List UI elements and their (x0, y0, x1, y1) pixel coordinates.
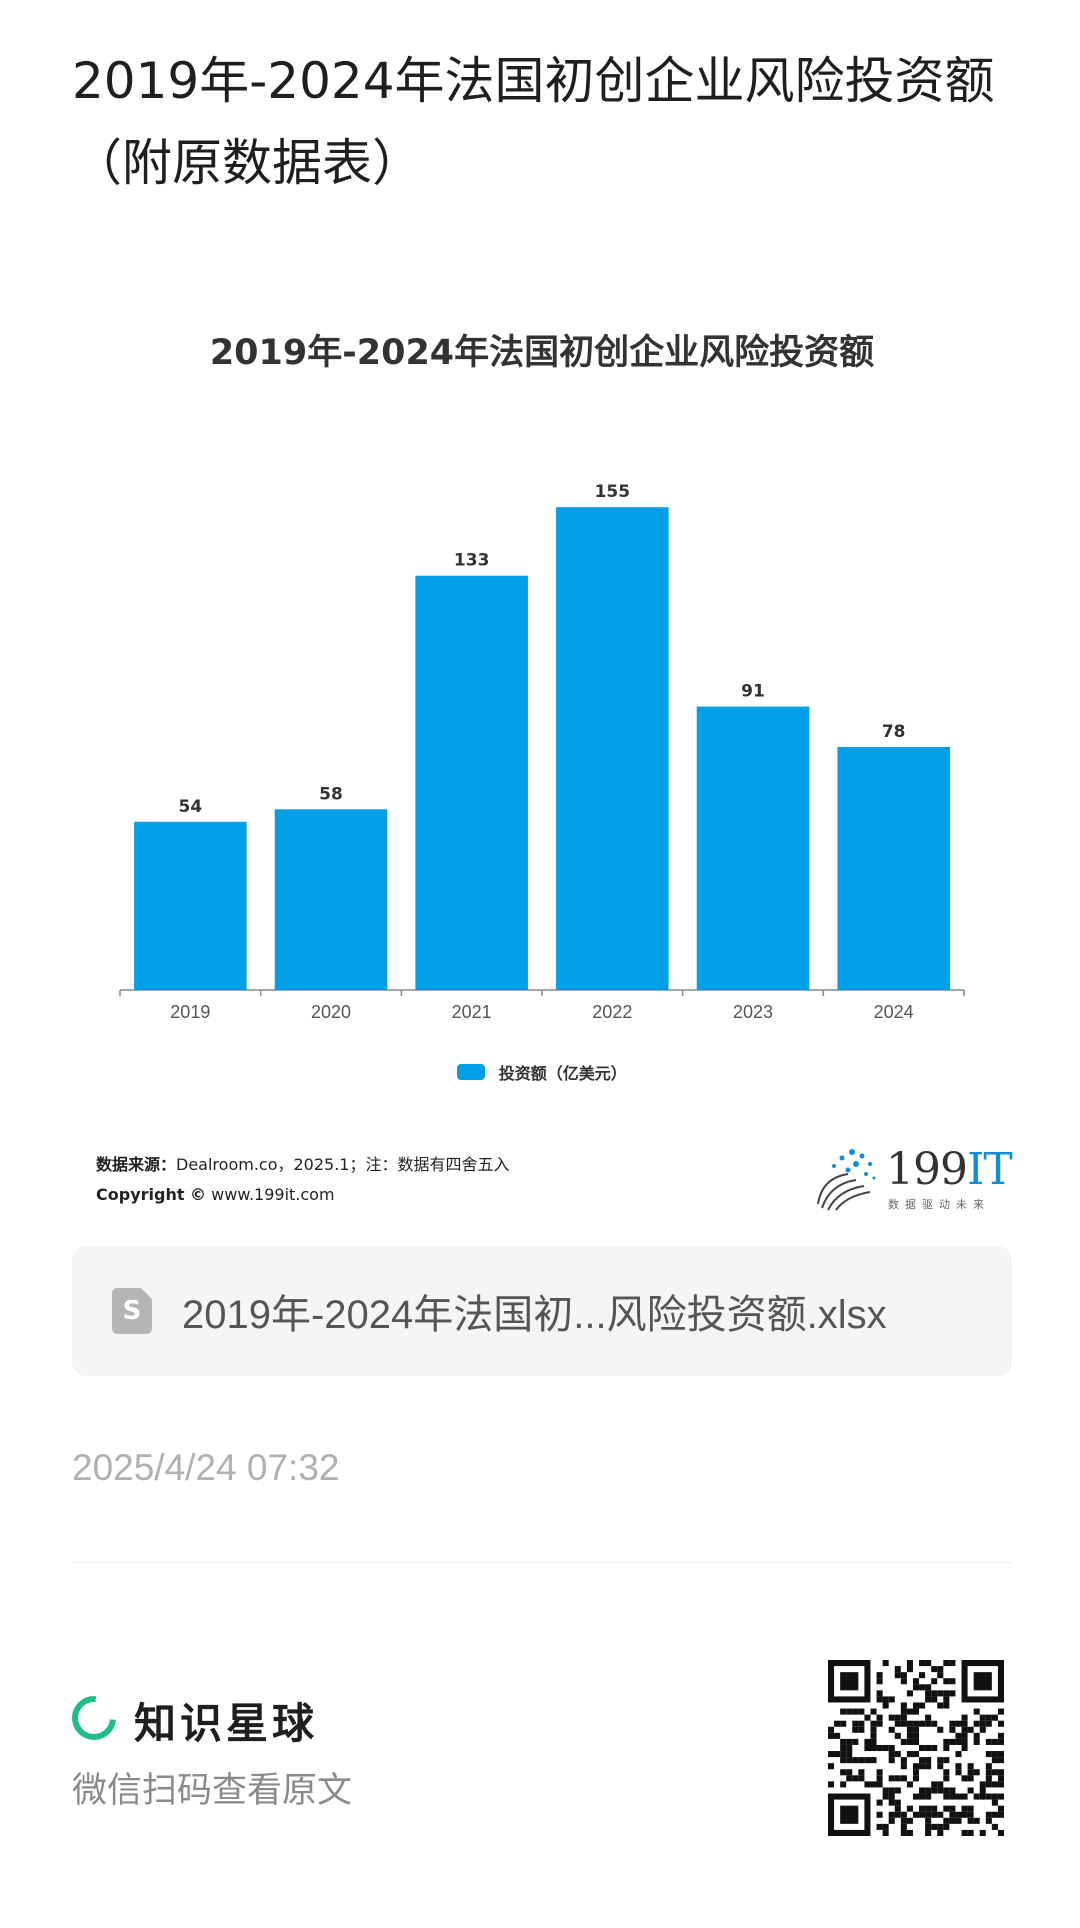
bar-2023 (696, 706, 810, 990)
data-label-2021: 133 (454, 551, 490, 571)
brand-name: 知识星球 (134, 1699, 319, 1748)
logo-tagline: 数据驱动未来 (888, 1198, 990, 1211)
bar-2020 (274, 809, 388, 990)
bar-2019 (134, 821, 247, 990)
chart-legend: 投资额（亿美元） (72, 1060, 1012, 1084)
legend-label: 投资额（亿美元） (498, 1064, 627, 1083)
zsxq-ring-icon (63, 1687, 125, 1749)
divider (72, 1562, 1012, 1563)
dots-logo-icon (817, 1149, 876, 1211)
attachment-file-card[interactable]: S 2019年-2024年法国初...风险投资额.xlsx (72, 1246, 1012, 1376)
attachment-file-name: 2019年-2024年法国初...风险投资额.xlsx (182, 1293, 887, 1337)
chart-title: 2019年-2024年法国初创企业风险投资额 (209, 333, 875, 373)
199it-logo: 199IT 数据驱动未来 (812, 1138, 1013, 1218)
copyright-label: Copyright © (96, 1185, 207, 1204)
data-label-2020: 58 (319, 784, 343, 804)
data-label-2024: 78 (882, 722, 906, 742)
post-timestamp: 2025/4/24 07:32 (72, 1447, 340, 1488)
data-label-2022: 155 (595, 482, 631, 502)
x-tick-label-2024: 2024 (874, 1002, 914, 1022)
logo-wordmark: 199IT (886, 1144, 1013, 1195)
x-tick-label-2020: 2020 (311, 1002, 351, 1022)
copyright-text: www.199it.com (211, 1185, 335, 1204)
x-tick-label-2023: 2023 (733, 1002, 773, 1022)
bar-2024 (837, 747, 950, 990)
data-label-2019: 54 (178, 797, 202, 817)
source-label: 数据来源： (96, 1155, 177, 1174)
scan-hint: 微信扫码查看原文 (72, 1771, 353, 1811)
chart-card: 2019年-2024年法国初创企业风险投资额 54 2019 58 2020 133 20… (72, 300, 1013, 1240)
data-label-2023: 91 (741, 682, 765, 702)
x-tick-label-2019: 2019 (170, 1002, 210, 1022)
bar-2022 (556, 507, 669, 990)
qr-code-icon[interactable] (828, 1660, 1004, 1836)
page-title: 2019年-2024年法国初创企业风险投资额（附原数据表） (72, 52, 995, 192)
x-tick-label-2021: 2021 (452, 1002, 492, 1022)
source-text: Dealroom.co，2025.1；注：数据有四舍五入 (176, 1155, 510, 1174)
bar-chart: 54 2019 58 2020 133 2021 155 2022 91 2023 78 2024 (119, 482, 965, 1022)
bar-2021 (415, 575, 528, 990)
legend-swatch (457, 1064, 486, 1080)
source-block: 数据来源：Dealroom.co，2025.1；注：数据有四舍五入 Copyri… (96, 1150, 509, 1210)
x-tick-label-2022: 2022 (592, 1002, 632, 1022)
spreadsheet-file-icon: S (112, 1288, 152, 1334)
